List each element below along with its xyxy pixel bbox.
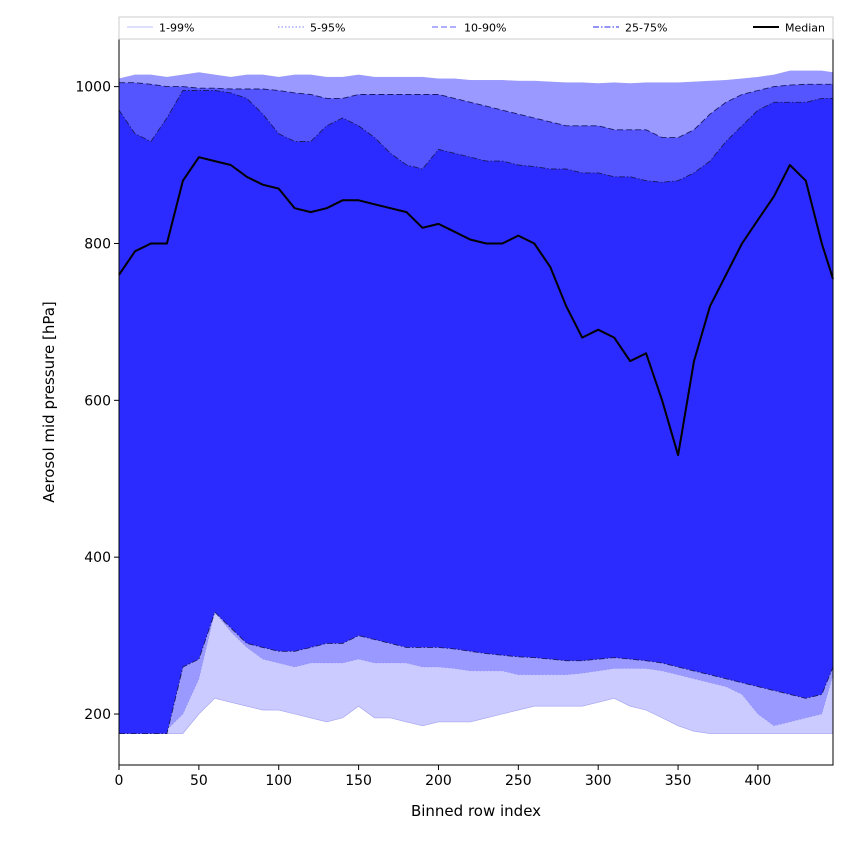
legend-label: 10-90% <box>464 22 506 35</box>
legend-label: 1-99% <box>159 22 194 35</box>
y-tick-label: 1000 <box>75 80 111 96</box>
band-edge-lower-25-75pct <box>119 611 834 735</box>
legend-item-Median: Median <box>753 22 825 35</box>
y-axis: 200 400 600 800 1000 <box>75 80 119 723</box>
band-edge-upper-25-75pct <box>118 90 833 183</box>
y-axis-label: Aerosol mid pressure [hPa] <box>40 301 58 503</box>
legend-label: Median <box>785 22 825 35</box>
x-axis: 0 50 100 150 200 250 300 350 400 <box>115 765 772 789</box>
legend-item-1-99pct: 1-99% <box>127 22 194 35</box>
legend-box <box>118 16 834 40</box>
band-edge-lower-1-99pct <box>119 697 833 734</box>
x-tick-label: 250 <box>505 773 532 789</box>
legend: 1-99% 5-95% 10-90% 25-75% Median <box>118 16 834 40</box>
legend-label: 5-95% <box>310 22 345 35</box>
legend-label: 25-75% <box>625 22 667 35</box>
x-tick-label: 50 <box>190 773 208 789</box>
y-tick-label: 600 <box>84 393 111 409</box>
x-tick-label: 200 <box>425 773 452 789</box>
x-tick-label: 150 <box>345 773 372 789</box>
x-tick-label: 350 <box>665 773 692 789</box>
legend-item-10-90pct: 10-90% <box>432 22 506 35</box>
x-axis-label: Binned row index <box>411 802 541 820</box>
band-edge-lower-5-95pct <box>118 611 834 731</box>
y-tick-label: 800 <box>84 236 111 252</box>
x-tick-label: 100 <box>265 773 292 789</box>
median-line <box>118 156 834 457</box>
legend-item-25-75pct: 25-75% <box>593 22 667 35</box>
legend-item-5-95pct: 5-95% <box>278 22 345 35</box>
plot-area <box>118 70 834 735</box>
x-tick-label: 0 <box>115 773 124 789</box>
y-tick-label: 400 <box>84 550 111 566</box>
y-tick-label: 200 <box>84 707 111 723</box>
band-25-75pct <box>119 90 833 734</box>
x-tick-label: 400 <box>745 773 772 789</box>
band-edge-upper-10-90pct <box>119 82 833 139</box>
x-tick-label: 300 <box>585 773 612 789</box>
